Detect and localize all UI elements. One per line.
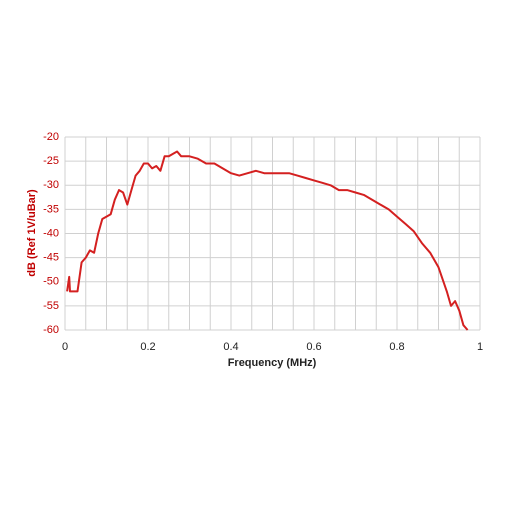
y-tick-label: -20 — [43, 131, 59, 143]
data-line — [66, 150, 469, 331]
x-tick-label: 1 — [477, 341, 483, 353]
y-tick-label: -30 — [43, 179, 59, 191]
x-tick-label: 0 — [62, 341, 68, 353]
x-tick-label: 0.4 — [223, 341, 238, 353]
x-tick-label: 0.2 — [140, 341, 155, 353]
y-tick-label: -55 — [43, 300, 59, 312]
y-axis-label: dB (Ref 1V/uBar) — [26, 189, 38, 277]
y-tick-label: -45 — [43, 252, 59, 264]
x-tick-label: 0.8 — [389, 341, 404, 353]
x-axis-label: Frequency (MHz) — [228, 357, 317, 369]
y-tick-label: -40 — [43, 227, 59, 239]
y-tick-label: -35 — [43, 203, 59, 215]
y-tick-label: -60 — [43, 324, 59, 336]
y-tick-label: -50 — [43, 276, 59, 288]
x-tick-label: 0.6 — [306, 341, 321, 353]
y-tick-label: -25 — [43, 155, 59, 167]
